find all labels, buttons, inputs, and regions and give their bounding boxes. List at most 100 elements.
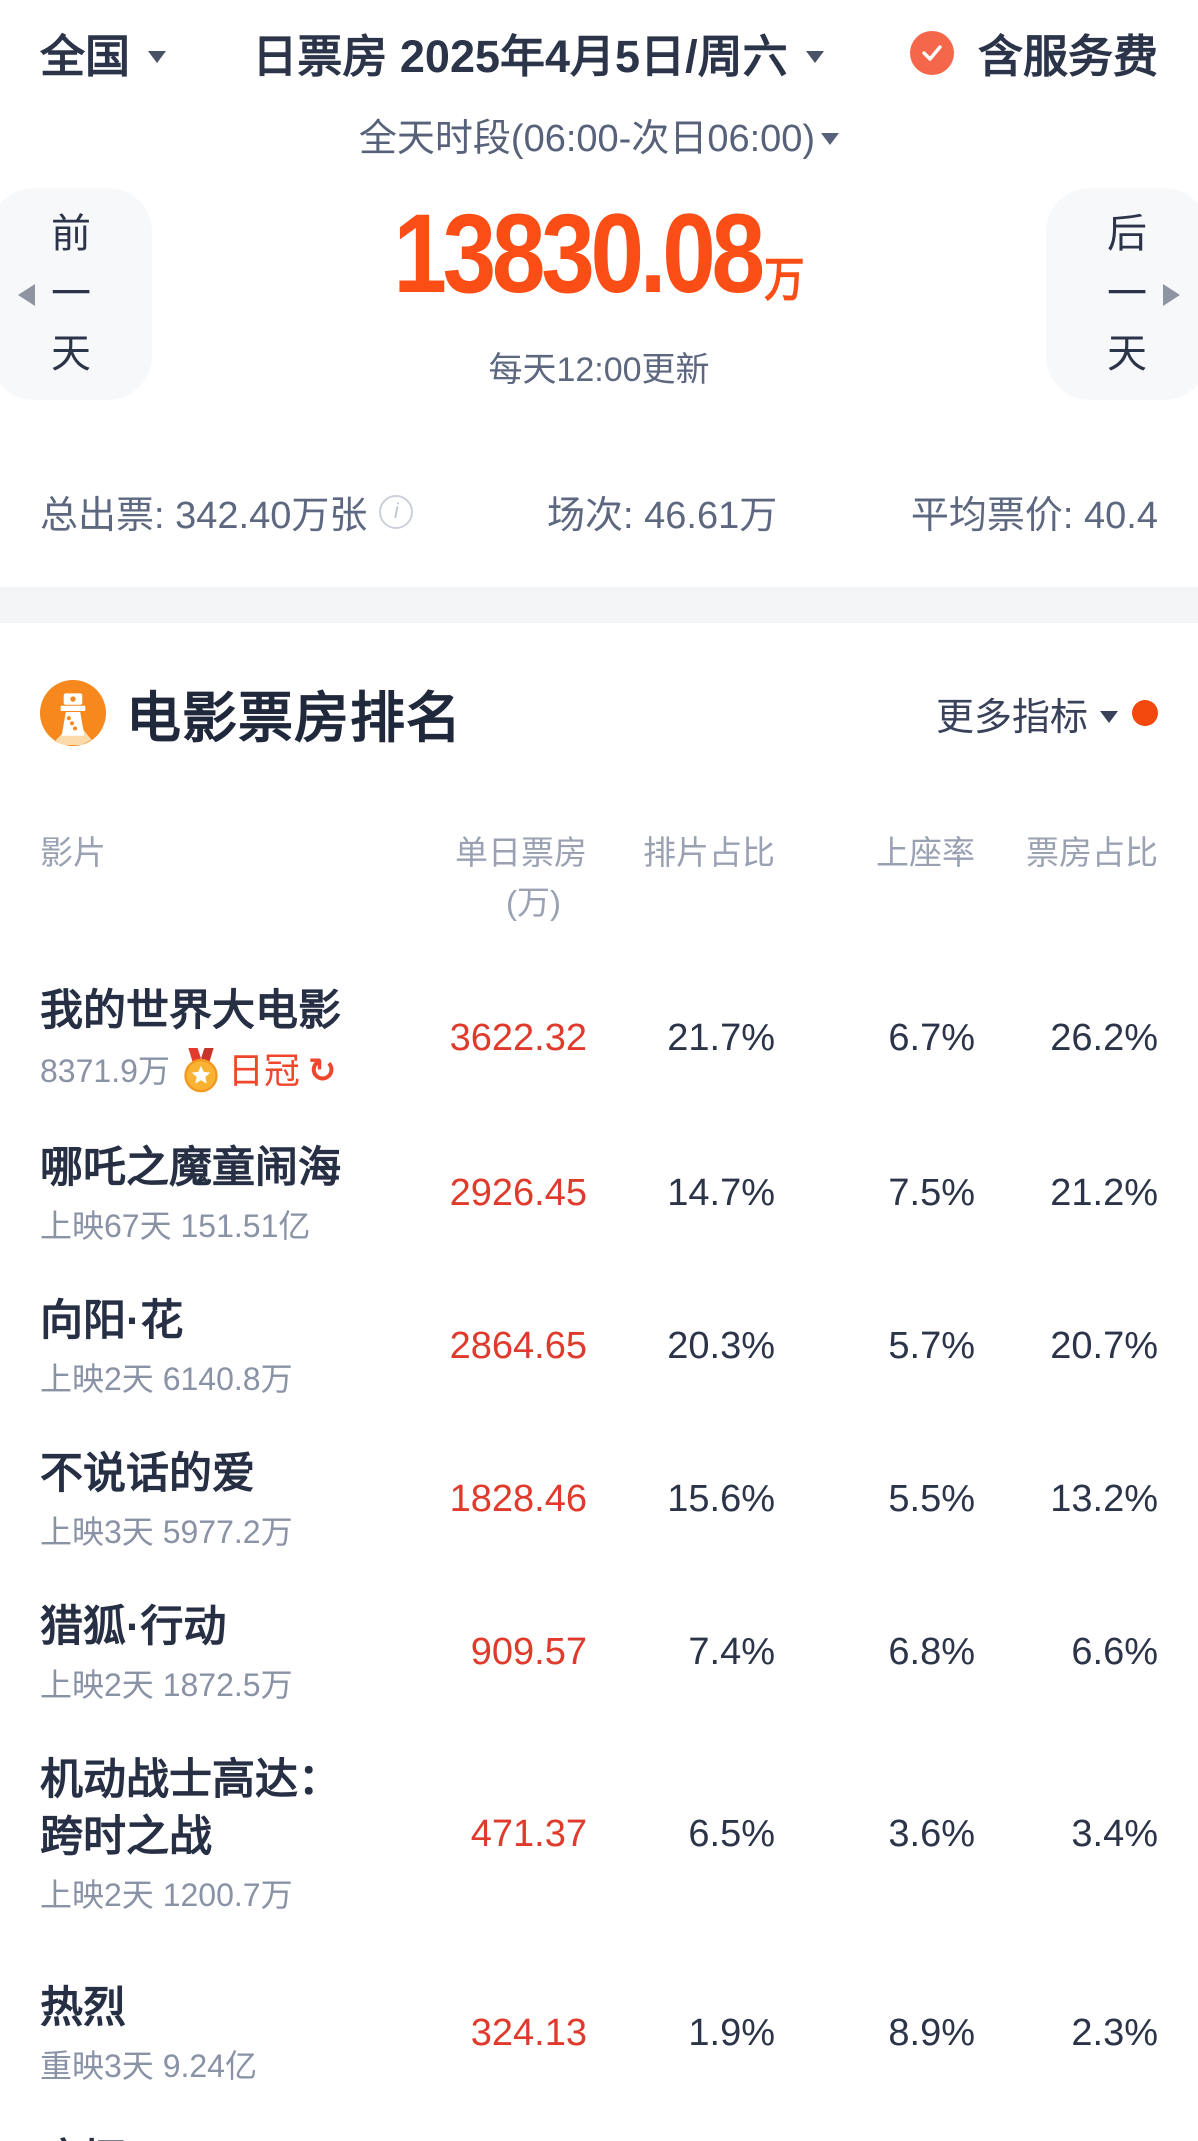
prev-day-label: 前一天 xyxy=(51,212,91,376)
movie-row[interactable]: 不说话的爱 上映3天 5977.2万 1828.46 15.6% 5.5% 13… xyxy=(40,1446,1158,1553)
column-header-daily: 单日票房 (万) xyxy=(370,831,587,925)
notification-dot xyxy=(1132,700,1158,726)
movie-row[interactable]: 向阳·花 上映2天 6140.8万 2864.65 20.3% 5.7% 20.… xyxy=(40,1293,1158,1400)
box-office-share-cell: 3.4% xyxy=(1071,1812,1158,1855)
movie-title: 我的世界大电影 xyxy=(40,987,341,1035)
update-note: 每天12:00更新 xyxy=(488,351,710,389)
prev-day-button[interactable]: 前一天 xyxy=(0,188,152,400)
arrow-right-icon xyxy=(1163,284,1180,306)
chevron-down-icon xyxy=(805,50,824,63)
movie-subtitle: 上映3天 5977.2万 xyxy=(40,1514,293,1550)
time-range-selector[interactable]: 全天时段(06:00-次日06:00) xyxy=(0,107,1198,162)
scheduling-share-cell: 14.7% xyxy=(667,1172,775,1214)
scheduling-share-cell: 1.9% xyxy=(688,2012,775,2054)
avg-ticket-price-stat: 平均票价: 40.4 xyxy=(910,495,1158,537)
movie-row[interactable]: 唐探1900 上映67天 35.72亿 186.45 1.4% 7.9% 1.3… xyxy=(40,2133,1158,2141)
ranking-header: 电影票房排名 更多指标 xyxy=(0,673,1198,753)
top-bar: 全国 日票房 2025年4月5日/周六 含服务费 xyxy=(0,0,1198,85)
movie-title: 哪吒之魔童闹海 xyxy=(40,1144,341,1192)
box-office-share-cell: 26.2% xyxy=(1050,1017,1158,1059)
daily-box-office-cell: 2864.65 xyxy=(449,1325,587,1367)
column-header-share: 票房占比 xyxy=(1026,834,1158,871)
scheduling-share-cell: 20.3% xyxy=(667,1325,775,1367)
total-tickets-stat: 总出票: 342.40万张 i xyxy=(40,484,414,539)
chevron-down-icon xyxy=(821,132,840,145)
column-header-daily-unit: (万) xyxy=(506,884,561,921)
movie-title: 向阳·花 xyxy=(40,1297,184,1345)
arrow-left-icon xyxy=(18,284,35,306)
scheduling-share-cell: 7.4% xyxy=(688,1631,775,1673)
daily-box-office-cell: 471.37 xyxy=(470,1812,587,1855)
region-selector[interactable]: 全国 xyxy=(40,20,167,85)
info-icon[interactable]: i xyxy=(379,494,414,529)
chevron-down-icon xyxy=(1100,711,1118,723)
daily-box-office-cell: 2926.45 xyxy=(449,1172,587,1214)
movie-subtitle: 8371.9万 日冠 ↻ xyxy=(40,1048,370,1094)
movie-title: 唐探1900 xyxy=(40,2133,370,2141)
section-divider xyxy=(0,587,1198,623)
scheduling-share-cell: 6.5% xyxy=(688,1812,775,1855)
movie-row[interactable]: 热烈 重映3天 9.24亿 324.13 1.9% 8.9% 2.3% xyxy=(40,1980,1158,2087)
box-office-share-cell: 21.2% xyxy=(1050,1172,1158,1214)
attendance-rate-cell: 8.9% xyxy=(888,2012,975,2054)
section-title: 电影票房排名 xyxy=(126,687,463,749)
sessions-stat: 场次: 46.61万 xyxy=(547,495,778,537)
stats-row: 总出票: 342.40万张 i 场次: 46.61万 平均票价: 40.4 xyxy=(0,484,1198,539)
gold-medal-icon xyxy=(184,1048,218,1093)
movie-row[interactable]: 机动战士高达： 跨时之战 上映2天 1200.7万 471.37 6.5% 3.… xyxy=(40,1752,1158,1916)
attendance-rate-cell: 5.7% xyxy=(888,1325,975,1367)
movie-row[interactable]: 猎狐·行动 上映2天 1872.5万 909.57 7.4% 6.8% 6.6% xyxy=(40,1599,1158,1706)
service-fee-label: 含服务费 xyxy=(977,31,1158,82)
movie-title: 热烈 xyxy=(40,1984,126,2032)
movie-row[interactable]: 哪吒之魔童闹海 上映67天 151.51亿 2926.45 14.7% 7.5%… xyxy=(40,1140,1158,1247)
movie-subtitle: 上映2天 1872.5万 xyxy=(40,1667,293,1703)
chevron-down-icon xyxy=(148,50,167,63)
movie-subtitle: 上映2天 1200.7万 xyxy=(40,1877,293,1913)
scheduling-share-cell: 21.7% xyxy=(667,1017,775,1059)
more-metrics-label: 更多指标 xyxy=(935,696,1088,739)
region-label: 全国 xyxy=(40,31,131,82)
time-range-label: 全天时段(06:00-次日06:00) xyxy=(358,118,816,160)
daily-box-office-cell: 324.13 xyxy=(470,2012,587,2054)
movie-subtitle: 重映3天 9.24亿 xyxy=(40,2048,257,2084)
daily-box-office-cell: 3622.32 xyxy=(449,1017,587,1059)
total-box-office: 13830.08 万 xyxy=(84,188,1114,320)
movie-title: 机动战士高达： 跨时之战 xyxy=(40,1756,341,1861)
attendance-rate-cell: 6.8% xyxy=(888,1631,975,1673)
scheduling-share-cell: 15.6% xyxy=(667,1478,775,1520)
more-metrics-button[interactable]: 更多指标 xyxy=(936,686,1158,741)
hero-section: 前一天 13830.08 万 每天12:00更新 后一天 xyxy=(0,188,1198,428)
refresh-icon[interactable]: ↻ xyxy=(307,1052,337,1090)
box-office-share-cell: 13.2% xyxy=(1050,1478,1158,1520)
movie-total-gross: 8371.9万 xyxy=(40,1053,170,1089)
box-office-share-cell: 2.3% xyxy=(1071,2012,1158,2054)
page-title: 日票房 2025年4月5日/周六 xyxy=(252,31,788,82)
next-day-button[interactable]: 后一天 xyxy=(1046,188,1198,400)
service-fee-toggle[interactable]: 含服务费 xyxy=(909,20,1158,85)
box-office-table: 影片 单日票房 (万) 排片占比 上座率 票房占比 我的世界大电影 8371.9… xyxy=(0,831,1198,2141)
total-box-office-unit: 万 xyxy=(764,253,805,306)
movie-row[interactable]: 我的世界大电影 8371.9万 日冠 ↻ 3622.32 21 xyxy=(40,983,1158,1094)
column-header-film: 影片 xyxy=(40,834,106,871)
attendance-rate-cell: 5.5% xyxy=(888,1478,975,1520)
box-office-share-cell: 6.6% xyxy=(1071,1631,1158,1673)
daily-champion-badge: 日冠 xyxy=(227,1050,300,1091)
date-selector[interactable]: 日票房 2025年4月5日/周六 xyxy=(252,20,824,85)
column-header-attendance: 上座率 xyxy=(876,834,975,871)
lighthouse-logo-icon xyxy=(40,680,106,746)
total-tickets-value: 总出票: 342.40万张 xyxy=(40,495,368,537)
column-header-scheduling: 排片占比 xyxy=(643,834,775,871)
attendance-rate-cell: 6.7% xyxy=(888,1017,975,1059)
daily-box-office-cell: 909.57 xyxy=(470,1631,587,1673)
daily-box-office-cell: 1828.46 xyxy=(449,1478,587,1520)
table-header-row: 影片 单日票房 (万) 排片占比 上座率 票房占比 xyxy=(40,831,1158,925)
check-icon xyxy=(909,30,954,75)
movie-title: 不说话的爱 xyxy=(40,1450,255,1498)
attendance-rate-cell: 7.5% xyxy=(888,1172,975,1214)
movie-title: 猎狐·行动 xyxy=(40,1603,227,1651)
movie-subtitle: 上映67天 151.51亿 xyxy=(40,1208,311,1244)
total-box-office-value: 13830.08 xyxy=(393,191,765,316)
next-day-label: 后一天 xyxy=(1107,212,1147,376)
movie-subtitle: 上映2天 6140.8万 xyxy=(40,1361,293,1397)
